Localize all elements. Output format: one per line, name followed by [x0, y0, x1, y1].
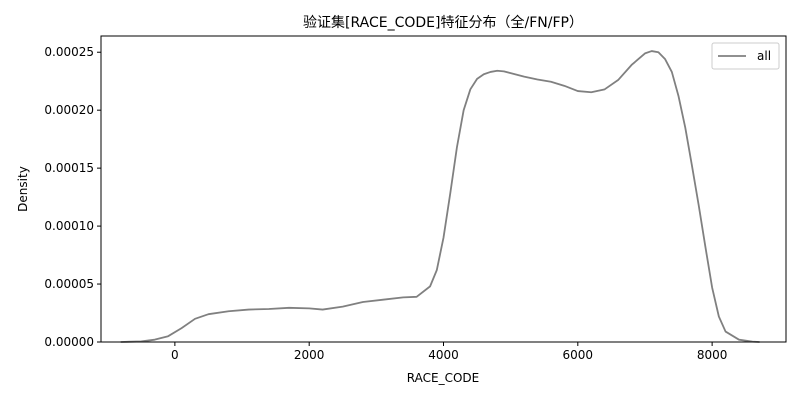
x-tick-label: 2000 — [294, 348, 325, 362]
x-axis-label: RACE_CODE — [407, 371, 479, 385]
plot-area: 0 2000 4000 6000 8000 0.00000 0.00005 0.00010 0.… — [44, 35, 787, 362]
y-tick-label: 0.00025 — [44, 45, 94, 59]
chart-title: 验证集[RACE_CODE]特征分布（全/FN/FP） — [303, 14, 583, 31]
x-tick-label: 6000 — [563, 348, 594, 362]
axes-frame — [100, 35, 787, 343]
legend: all — [711, 42, 780, 70]
series-line-all — [120, 50, 761, 343]
y-tick-label: 0.00005 — [44, 277, 94, 291]
legend-label-all: all — [757, 49, 771, 63]
y-tick-label: 0.00010 — [44, 219, 94, 233]
x-tick-label: 0 — [171, 348, 179, 362]
y-tick-label: 0.00015 — [44, 161, 94, 175]
y-axis-label: Density — [16, 166, 30, 212]
y-tick-label: 0.00020 — [44, 103, 94, 117]
y-tick-label: 0.00000 — [44, 335, 94, 349]
x-tick-label: 4000 — [428, 348, 459, 362]
x-tick-label: 8000 — [697, 348, 728, 362]
